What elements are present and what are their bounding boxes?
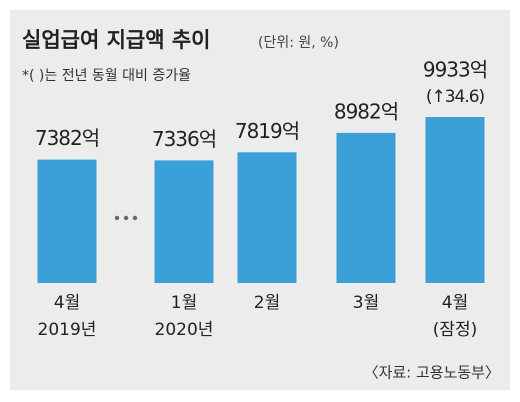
bar bbox=[336, 132, 396, 283]
bar bbox=[154, 160, 214, 283]
bar bbox=[37, 159, 97, 283]
source: 〈자료: 고용노동부〉 bbox=[364, 364, 500, 382]
x-tick-label: 2월 bbox=[254, 293, 280, 313]
bar bbox=[237, 152, 297, 283]
x-tick-label: 4월 bbox=[442, 293, 468, 313]
chart-title: 실업급여 지급액 추이 bbox=[22, 28, 211, 52]
bar bbox=[425, 117, 485, 283]
ellipsis bbox=[114, 215, 138, 221]
x-tick-sublabel: (잠정) bbox=[433, 320, 478, 340]
dot bbox=[123, 215, 129, 221]
value-label: 7336억 bbox=[152, 127, 216, 151]
dot bbox=[114, 215, 120, 221]
annotation: (↑34.6) bbox=[426, 87, 485, 107]
x-tick-sublabel: 2019년 bbox=[38, 320, 97, 340]
x-tick-label: 3월 bbox=[353, 293, 379, 313]
value-label: 8982억 bbox=[334, 99, 398, 123]
x-tick-sublabel: 2020년 bbox=[155, 320, 214, 340]
dot bbox=[132, 215, 138, 221]
chart-subtitle: (단위: 원, %) bbox=[258, 35, 339, 51]
value-label: 9933억 bbox=[423, 58, 487, 82]
note: *( )는 전년 동월 대비 증가율 bbox=[22, 68, 191, 84]
value-label: 7382억 bbox=[35, 126, 99, 150]
x-tick-label: 1월 bbox=[171, 293, 197, 313]
value-label: 7819억 bbox=[235, 119, 299, 143]
x-tick-label: 4월 bbox=[54, 293, 80, 313]
